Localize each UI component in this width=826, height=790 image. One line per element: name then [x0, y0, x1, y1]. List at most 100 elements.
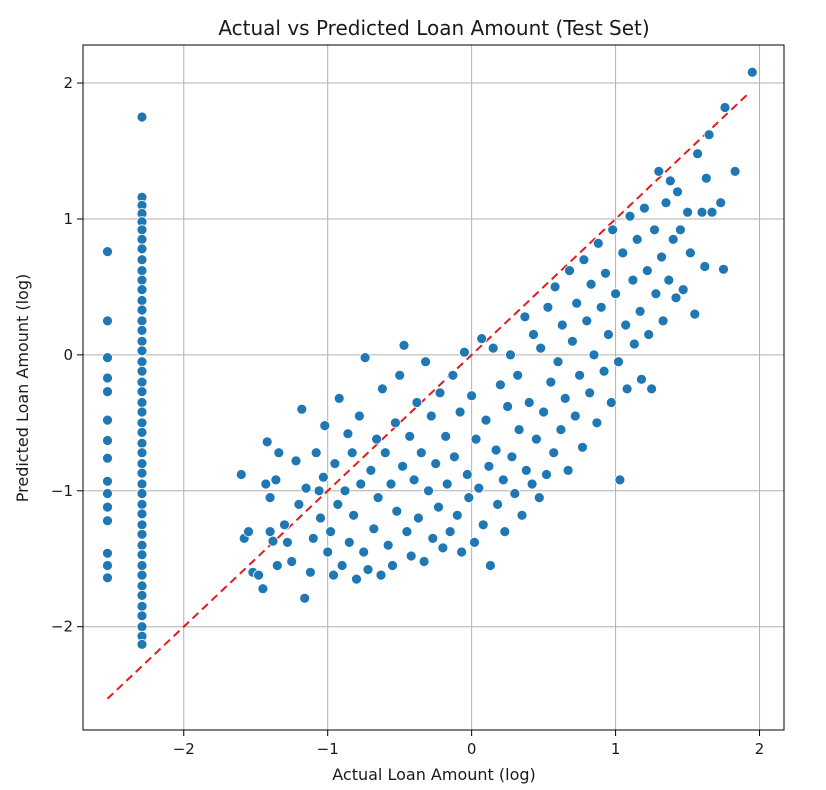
scatter-point [136, 610, 148, 622]
scatter-point [313, 485, 325, 497]
scatter-point [555, 424, 567, 436]
scatter-point [562, 464, 574, 476]
scatter-point [650, 288, 662, 300]
scatter-point [102, 452, 113, 464]
scatter-point [382, 539, 394, 551]
scatter-point [339, 485, 351, 497]
scatter-point [516, 509, 528, 521]
scatter-point [102, 515, 113, 527]
scatter-point [595, 301, 607, 313]
scatter-point [411, 397, 423, 408]
scatter-point [614, 474, 626, 486]
scatter-point [260, 478, 272, 490]
scatter-point [371, 433, 383, 445]
scatter-point [102, 386, 113, 398]
scatter-point [653, 165, 665, 177]
scatter-point [664, 175, 676, 187]
scatter-point [136, 488, 148, 499]
scatter-point [264, 526, 276, 537]
scatter-point [342, 428, 354, 440]
scatter-point [296, 403, 308, 415]
scatter-point [279, 519, 290, 531]
x-axis-label: Actual Loan Amount (log) [332, 765, 536, 784]
scatter-point [477, 519, 489, 531]
scatter-point [569, 410, 581, 422]
scatter-points [102, 66, 758, 650]
x-tick-label: 2 [755, 740, 765, 758]
scatter-point [634, 305, 646, 317]
scatter-point [136, 315, 148, 327]
scatter-point [641, 265, 653, 277]
scatter-point [332, 498, 344, 510]
scatter-point [509, 488, 521, 499]
scatter-point [649, 224, 660, 236]
scatter-point [136, 274, 148, 286]
scatter-point [484, 560, 496, 571]
y-tick-label: 0 [63, 346, 73, 364]
scatter-point [267, 535, 279, 547]
scatter-point [102, 372, 113, 384]
scatter-point [480, 414, 492, 426]
scatter-point [102, 435, 113, 446]
scatter-point [102, 572, 113, 584]
scatter-point [136, 426, 148, 438]
scatter-point [102, 547, 113, 559]
scatter-point [136, 254, 148, 266]
scatter-point [136, 335, 148, 347]
scatter-point [281, 537, 293, 548]
scatter-point [470, 433, 482, 445]
scatter-point [729, 165, 741, 177]
scatter-point [591, 417, 603, 429]
scatter-point [136, 590, 148, 601]
reference-line-layer [106, 91, 751, 700]
scatter-point [425, 410, 437, 422]
scatter-point [600, 267, 611, 279]
scatter-point [102, 475, 113, 487]
scatter-point [136, 406, 148, 418]
scatter-point [548, 447, 560, 459]
scatter-point [136, 478, 148, 490]
scatter-point [627, 274, 639, 286]
scatter-point [261, 436, 273, 448]
scatter-point [136, 324, 148, 336]
scatter-point [643, 329, 655, 340]
scatter-point [447, 369, 459, 381]
scatter-point [299, 592, 311, 604]
scatter-point [718, 263, 729, 275]
scatter-point [444, 526, 456, 537]
scatter-point [556, 319, 568, 331]
scatter-point [136, 549, 148, 561]
scatter-point [502, 401, 514, 412]
x-tick-label: 0 [467, 740, 477, 758]
scatter-point [136, 265, 148, 277]
scatter-point [401, 526, 413, 537]
scatter-point [513, 424, 525, 436]
scatter-point [355, 478, 367, 490]
scatter-point [660, 197, 672, 209]
scatter-point [613, 356, 624, 368]
scatter-point [420, 356, 432, 368]
scatter-point [136, 111, 148, 123]
scatter-point [538, 406, 549, 418]
scatter-point [699, 261, 711, 272]
scatter-point [492, 498, 504, 510]
scatter-point [535, 342, 547, 354]
scatter-point [584, 387, 596, 399]
scatter-point [307, 533, 319, 544]
scatter-point [136, 417, 148, 429]
scatter-point [415, 447, 427, 459]
grid-lines [83, 45, 784, 730]
scatter-point [389, 417, 401, 429]
scatter-point [404, 430, 416, 442]
scatter-point [541, 469, 552, 480]
scatter-point [461, 469, 473, 480]
scatter-point [391, 505, 403, 517]
scatter-point [624, 210, 636, 222]
scatter-point [375, 569, 387, 581]
scatter-point [102, 414, 113, 426]
scatter-point [677, 284, 689, 296]
scatter-point [715, 197, 727, 209]
scatter-point [526, 478, 538, 490]
scatter-point [617, 247, 629, 259]
scatter-point [490, 444, 502, 456]
